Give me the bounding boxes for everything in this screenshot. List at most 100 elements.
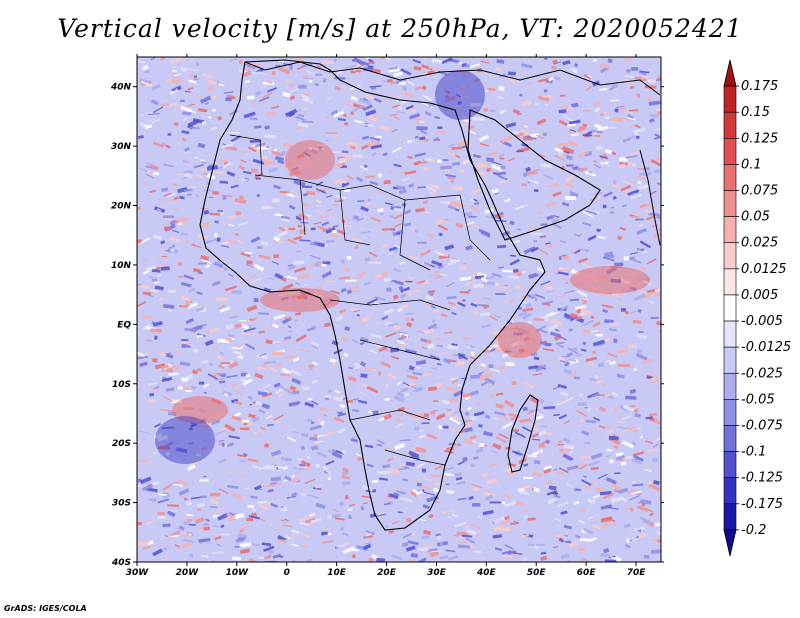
field-cell — [410, 318, 415, 322]
field-cell — [159, 351, 167, 358]
field-cell — [611, 183, 621, 189]
field-cell — [396, 391, 405, 399]
field-cell — [177, 222, 183, 226]
field-cell — [399, 293, 408, 300]
field-cell — [434, 500, 440, 504]
field-cell — [587, 74, 593, 79]
field-cell — [550, 65, 557, 70]
lon-tick-label: 0 — [284, 568, 290, 578]
field-cell — [348, 285, 360, 290]
field-cell — [327, 515, 332, 519]
field-cell — [404, 348, 417, 355]
field-cell — [601, 383, 606, 386]
field-cell — [586, 210, 598, 215]
field-cell — [439, 541, 443, 546]
field-cell — [606, 359, 611, 363]
field-cell — [636, 227, 648, 236]
field-cell — [464, 423, 472, 428]
field-cell — [462, 337, 471, 340]
field-cell — [331, 362, 335, 366]
field-cell — [488, 363, 494, 369]
coastline-europe — [244, 61, 661, 96]
field-cell — [145, 165, 158, 171]
field-cell — [239, 459, 247, 463]
field-cell — [346, 175, 354, 181]
field-cell — [191, 369, 199, 375]
field-cell — [315, 181, 324, 187]
field-cell — [416, 482, 422, 487]
field-cell — [245, 251, 253, 254]
field-cell — [597, 362, 605, 368]
field-cell — [603, 425, 611, 427]
field-cell — [384, 397, 390, 401]
field-cell — [489, 501, 502, 504]
field-cell — [591, 523, 602, 530]
field-cell — [301, 493, 307, 497]
field-cell — [458, 544, 471, 549]
field-cell — [248, 515, 260, 520]
field-cell — [165, 387, 175, 392]
field-cell — [501, 230, 511, 237]
field-cell — [226, 239, 237, 244]
field-cell — [257, 391, 268, 396]
field-cell — [167, 504, 179, 507]
field-cell — [185, 303, 191, 307]
field-cell — [552, 191, 562, 198]
field-cell — [545, 242, 551, 245]
field-cell — [261, 92, 273, 99]
field-cell — [515, 205, 525, 210]
field-cell — [325, 460, 335, 466]
field-cell — [521, 426, 532, 433]
field-cell — [629, 251, 638, 255]
field-cell — [218, 364, 225, 369]
field-cell — [585, 356, 598, 362]
field-cell — [486, 167, 492, 173]
field-cell — [502, 269, 515, 273]
lat-tick-label: EQ — [117, 320, 131, 330]
field-cell — [557, 356, 566, 361]
field-cell — [418, 429, 425, 432]
field-cell — [622, 415, 633, 420]
field-cell — [157, 208, 162, 212]
field-cell — [557, 271, 569, 276]
field-cell — [609, 360, 616, 366]
field-cell — [347, 514, 352, 520]
field-cell — [170, 219, 177, 224]
field-cell — [458, 266, 467, 271]
field-cell — [361, 495, 373, 499]
field-cell — [512, 269, 524, 276]
field-cell — [590, 315, 595, 320]
field-cell — [369, 181, 379, 186]
field-cell — [404, 312, 414, 316]
field-cell — [536, 267, 544, 273]
field-cell — [298, 467, 310, 471]
lon-tick-label: 30W — [126, 568, 150, 578]
field-cell — [637, 247, 642, 251]
field-cell — [572, 251, 577, 254]
field-cell — [430, 474, 442, 478]
field-cell — [362, 485, 374, 492]
field-cell — [496, 244, 507, 249]
field-cell — [490, 449, 498, 455]
field-cell — [374, 301, 381, 306]
field-cell — [154, 423, 161, 428]
field-cell — [394, 442, 406, 451]
field-cell — [224, 423, 236, 433]
field-cell — [268, 550, 274, 554]
field-cell — [457, 460, 466, 466]
field-cell — [627, 113, 634, 120]
field-cell — [504, 544, 514, 550]
chart-title: Vertical velocity [m/s] at 250hPa, VT: 2… — [57, 14, 743, 43]
field-cell — [477, 170, 486, 176]
field-cell — [620, 308, 626, 312]
field-cell — [389, 113, 398, 117]
field-cell — [175, 447, 188, 454]
field-cell — [400, 497, 413, 503]
field-cell — [629, 124, 636, 129]
field-cell — [592, 58, 597, 63]
field-cell — [201, 259, 212, 264]
field-cell — [565, 182, 575, 189]
colorbar-swatch — [723, 372, 737, 400]
field-cell — [274, 481, 283, 486]
field-cell — [203, 526, 211, 531]
